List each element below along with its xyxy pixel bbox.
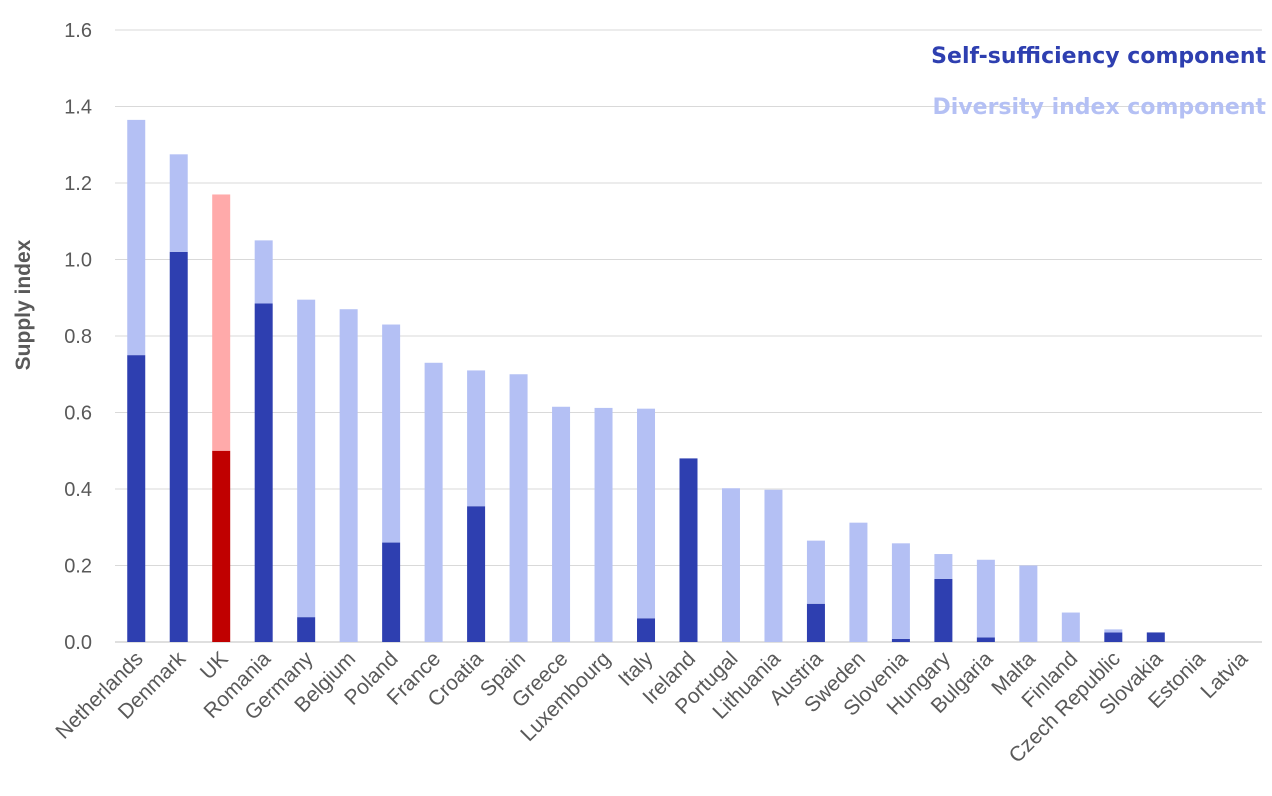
bar-diversity-finland bbox=[1061, 612, 1080, 642]
bars bbox=[127, 119, 1165, 642]
y-tick-label: 0.6 bbox=[64, 403, 92, 425]
bar-diversity-lithuania bbox=[764, 489, 783, 642]
bar-diversity-sweden bbox=[849, 522, 868, 642]
bar-diversity-slovenia bbox=[891, 543, 910, 639]
bar-diversity-denmark bbox=[169, 154, 188, 252]
bar-self-sufficiency-romania bbox=[254, 303, 273, 642]
bar-self-sufficiency-italy bbox=[637, 618, 656, 642]
bar-diversity-germany bbox=[297, 299, 316, 618]
bar-self-sufficiency-ireland bbox=[679, 458, 698, 642]
y-tick-label: 0.2 bbox=[64, 556, 92, 578]
bar-diversity-romania bbox=[254, 240, 273, 304]
bar-diversity-croatia bbox=[467, 370, 486, 507]
bar-self-sufficiency-austria bbox=[806, 603, 825, 642]
bar-diversity-netherlands bbox=[127, 119, 146, 356]
bar-diversity-spain bbox=[509, 374, 528, 642]
bar-diversity-luxembourg bbox=[594, 407, 613, 642]
bar-diversity-poland bbox=[382, 324, 401, 543]
bar-diversity-malta bbox=[1019, 565, 1038, 642]
bar-self-sufficiency-netherlands bbox=[127, 355, 146, 642]
y-tick-label: 0.4 bbox=[64, 479, 92, 501]
x-tick-label: Latvia bbox=[1196, 647, 1252, 703]
legend-diversity-index: Diversity index component bbox=[933, 95, 1267, 120]
bar-self-sufficiency-croatia bbox=[467, 506, 486, 642]
bar-self-sufficiency-slovakia bbox=[1146, 632, 1165, 642]
bar-diversity-czech-republic bbox=[1104, 629, 1123, 633]
y-tick-label: 1.6 bbox=[64, 20, 92, 42]
bar-diversity-hungary bbox=[934, 554, 953, 579]
y-tick-labels: 0.0 0.2 0.4 0.6 0.8 1.0 1.2 1.4 1.6 bbox=[64, 20, 92, 654]
bar-self-sufficiency-hungary bbox=[934, 578, 953, 642]
y-axis-label: Supply index bbox=[12, 239, 35, 370]
bar-diversity-austria bbox=[806, 540, 825, 604]
y-tick-label: 1.0 bbox=[64, 250, 92, 272]
bar-self-sufficiency-uk bbox=[212, 450, 231, 642]
y-tick-label: 0.8 bbox=[64, 326, 92, 348]
bar-self-sufficiency-germany bbox=[297, 617, 316, 642]
bar-self-sufficiency-slovenia bbox=[891, 638, 910, 642]
bar-self-sufficiency-poland bbox=[382, 542, 401, 642]
bar-self-sufficiency-bulgaria bbox=[976, 637, 995, 642]
y-tick-label: 0.0 bbox=[64, 632, 92, 654]
bar-diversity-portugal bbox=[721, 488, 740, 642]
bar-diversity-bulgaria bbox=[976, 559, 995, 638]
bar-self-sufficiency-denmark bbox=[169, 251, 188, 642]
legend-self-sufficiency: Self-sufficiency component bbox=[931, 44, 1266, 69]
y-tick-label: 1.2 bbox=[64, 173, 92, 195]
y-tick-label: 1.4 bbox=[64, 97, 92, 119]
bar-diversity-greece bbox=[552, 406, 571, 642]
bar-diversity-belgium bbox=[339, 309, 358, 642]
bar-diversity-italy bbox=[637, 408, 656, 619]
bar-self-sufficiency-czech-republic bbox=[1104, 632, 1123, 642]
bar-diversity-uk bbox=[212, 194, 231, 451]
bar-diversity-france bbox=[424, 362, 443, 642]
